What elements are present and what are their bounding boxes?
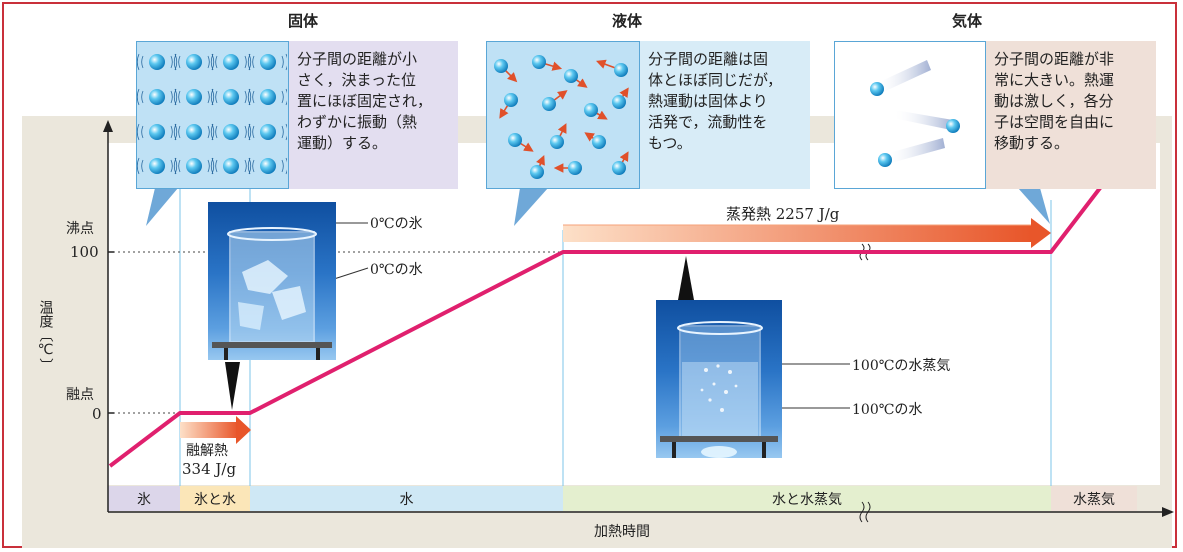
fusion-arrow-body bbox=[180, 422, 238, 438]
vaporization-heat-label: 蒸発熱 2257 J/g bbox=[726, 203, 839, 224]
gas-molecules bbox=[835, 42, 984, 187]
vaporization-arrow-head bbox=[1031, 218, 1051, 248]
gas-title: 気体 bbox=[952, 10, 982, 31]
solid-description: 分子間の距離が小 さく，決まった位 置にほぼ固定され， わずかに振動（熱 運動）… bbox=[289, 41, 458, 189]
ice-beaker-photo bbox=[208, 202, 336, 360]
fusion-heat-label: 融解熱 bbox=[186, 440, 228, 460]
callout-tail-solid bbox=[146, 188, 178, 226]
solid-title: 固体 bbox=[288, 10, 318, 31]
pointer-boil bbox=[678, 256, 694, 300]
x-axis-label: 加熱時間 bbox=[594, 521, 650, 541]
liquid-molecules bbox=[487, 42, 638, 187]
solid-molecule-box bbox=[136, 41, 289, 189]
callout-tail-liquid bbox=[514, 188, 548, 226]
solid-molecules bbox=[137, 42, 287, 187]
callout-tail-gas bbox=[1018, 188, 1050, 224]
water-100-label: 100℃の水 bbox=[852, 399, 922, 419]
liquid-description: 分子間の距離は固 体とほぼ同じだが， 熱運動は固体より 活発で，流動性を もつ。 bbox=[640, 41, 810, 189]
tick-label-0: 0 bbox=[92, 405, 102, 423]
x-axis-arrow bbox=[1162, 507, 1174, 517]
y-axis-label: 温度〔℃〕 bbox=[36, 300, 54, 377]
ice-0-label: 0℃の氷 bbox=[370, 213, 423, 233]
pointer-melt bbox=[225, 362, 240, 410]
water-0-label: 0℃の水 bbox=[370, 259, 423, 279]
vaporization-arrow-body bbox=[563, 225, 1031, 242]
gas-molecule-box bbox=[834, 41, 986, 189]
liquid-molecule-box bbox=[486, 41, 640, 189]
boiling-beaker-photo bbox=[656, 300, 782, 458]
fusion-heat-value: 334 J/g bbox=[182, 460, 236, 478]
y-axis-arrow bbox=[103, 120, 113, 132]
gas-description: 分子間の距離が非 常に大きい。熱運 動は激しく，各分 子は空間を自由に 移動する… bbox=[986, 41, 1156, 189]
boiling-point-label: 沸点 bbox=[66, 218, 94, 238]
liquid-title: 液体 bbox=[612, 10, 642, 31]
tick-label-100: 100 bbox=[70, 243, 99, 261]
melting-point-label: 融点 bbox=[66, 384, 94, 404]
fusion-arrow-head bbox=[236, 416, 251, 444]
steam-100-label: 100℃の水蒸気 bbox=[852, 355, 950, 375]
